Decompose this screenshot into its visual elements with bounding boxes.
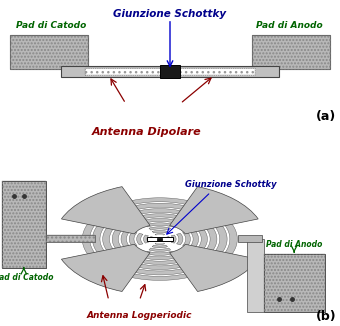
Wedge shape xyxy=(170,187,258,234)
Bar xyxy=(61,66,279,77)
Text: Antenna Logperiodic: Antenna Logperiodic xyxy=(87,311,192,319)
Text: Pad di Anodo: Pad di Anodo xyxy=(256,21,322,30)
Polygon shape xyxy=(204,225,217,253)
Bar xyxy=(2,181,46,268)
Text: Pad di Catodo: Pad di Catodo xyxy=(16,21,86,30)
Polygon shape xyxy=(146,223,174,227)
Polygon shape xyxy=(149,227,171,230)
Text: (b): (b) xyxy=(316,310,337,323)
Polygon shape xyxy=(171,235,176,243)
Text: (a): (a) xyxy=(316,110,337,123)
Bar xyxy=(46,235,95,242)
Polygon shape xyxy=(146,251,174,255)
Polygon shape xyxy=(123,198,196,206)
Polygon shape xyxy=(143,235,148,243)
Polygon shape xyxy=(212,222,227,256)
Bar xyxy=(10,35,88,69)
Polygon shape xyxy=(166,237,170,242)
Polygon shape xyxy=(82,220,98,259)
Polygon shape xyxy=(103,225,115,253)
Polygon shape xyxy=(183,231,190,247)
Bar xyxy=(160,65,180,78)
Polygon shape xyxy=(123,272,196,280)
Polygon shape xyxy=(128,267,191,275)
Polygon shape xyxy=(141,218,178,223)
Wedge shape xyxy=(62,187,150,234)
Polygon shape xyxy=(222,220,237,259)
Polygon shape xyxy=(137,214,182,219)
Circle shape xyxy=(153,235,167,243)
Bar xyxy=(157,238,162,241)
Polygon shape xyxy=(141,255,178,260)
Text: Pad di Catodo: Pad di Catodo xyxy=(0,273,54,282)
Polygon shape xyxy=(121,230,130,249)
Bar xyxy=(85,67,255,75)
Polygon shape xyxy=(197,227,207,251)
Polygon shape xyxy=(129,231,137,247)
Bar xyxy=(264,254,325,312)
Text: Antenna Dipolare: Antenna Dipolare xyxy=(91,127,201,137)
Polygon shape xyxy=(176,233,183,245)
Wedge shape xyxy=(62,244,150,291)
Text: Pad di Anodo: Pad di Anodo xyxy=(266,240,322,249)
Polygon shape xyxy=(137,233,143,245)
Polygon shape xyxy=(137,259,182,264)
Polygon shape xyxy=(128,203,191,211)
Bar xyxy=(2,181,46,268)
Polygon shape xyxy=(155,243,165,244)
Text: Giunzione Schottky: Giunzione Schottky xyxy=(185,180,277,189)
Polygon shape xyxy=(152,230,168,233)
Polygon shape xyxy=(133,209,187,215)
Polygon shape xyxy=(133,263,187,270)
Polygon shape xyxy=(92,222,107,256)
Polygon shape xyxy=(149,248,171,251)
Polygon shape xyxy=(155,234,165,236)
Polygon shape xyxy=(152,245,168,248)
Bar xyxy=(147,237,173,241)
Bar xyxy=(252,35,330,69)
Wedge shape xyxy=(170,244,258,291)
Bar xyxy=(238,235,262,242)
Bar xyxy=(10,35,88,69)
Polygon shape xyxy=(112,227,123,251)
Bar xyxy=(246,239,264,312)
Text: Giunzione Schottky: Giunzione Schottky xyxy=(114,9,226,20)
Bar xyxy=(46,235,95,242)
Bar xyxy=(252,35,330,69)
Polygon shape xyxy=(150,237,153,242)
Polygon shape xyxy=(189,230,199,249)
Bar xyxy=(85,67,255,75)
Bar xyxy=(264,254,325,312)
